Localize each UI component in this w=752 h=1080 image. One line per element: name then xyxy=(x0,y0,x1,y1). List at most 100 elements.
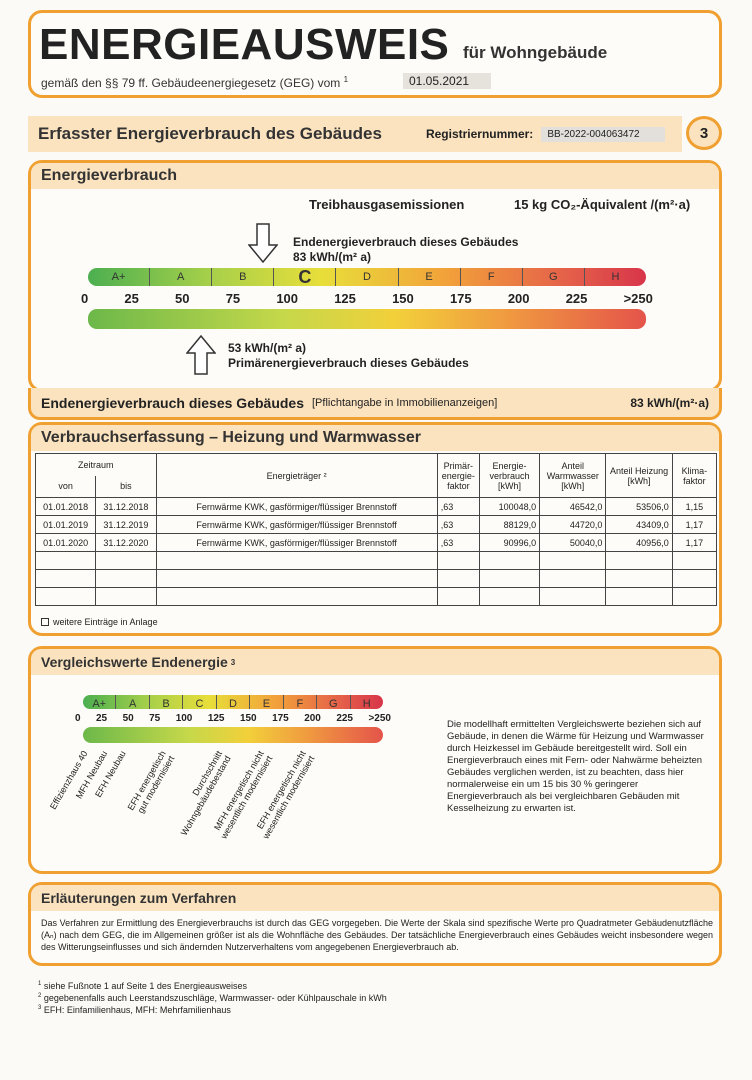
explanation-text: Das Verfahren zur Ermittlung des Energie… xyxy=(41,918,713,952)
table-row-empty xyxy=(34,587,718,606)
cell-from: 01.01.2018 xyxy=(34,497,97,516)
comparison-text: Die modellhaft ermittelten Vergleichswer… xyxy=(447,719,704,814)
cell-pef: ,63 xyxy=(436,515,480,534)
cell-carrier: Fernwärme KWK, gasförmiger/flüssiger Bre… xyxy=(155,515,438,534)
energy-class-a: A xyxy=(150,268,213,286)
energy-class-scale: A+ A B C D E F G H xyxy=(88,268,646,286)
col-consumption: Energie-verbrauch [kWh] xyxy=(478,453,541,498)
scale-tick: 225 xyxy=(565,291,588,306)
comparison-gradient-bar xyxy=(83,727,383,743)
consumption-record-panel: Verbrauchserfassung – Heizung und Warmwa… xyxy=(28,422,722,636)
cell-to: 31.12.2018 xyxy=(95,497,157,516)
table-row: 01.01.2019 31.12.2019 Fernwärme KWK, gasfö… xyxy=(34,515,718,534)
energy-class-b: B xyxy=(212,268,275,286)
consumption-table: Zeitraum Energieträger ² Primär-energie-… xyxy=(34,453,718,606)
page-number-badge: 3 xyxy=(686,116,722,150)
cell-climate: 1,17 xyxy=(671,515,718,534)
energy-class-h: H xyxy=(362,698,371,709)
col-from: von xyxy=(34,475,97,498)
scale-tick: 175 xyxy=(449,291,472,306)
cell-consumption: 100048,0 xyxy=(478,497,541,516)
emissions-row: Treibhausgasemissionen 15 kg CO₂-Äquival… xyxy=(309,197,690,212)
scale-tick: 75 xyxy=(149,713,161,724)
energy-class-c: C xyxy=(183,695,217,709)
scale-tick: 125 xyxy=(334,291,356,306)
section-title-bar: Erfasster Energieverbrauch des Gebäudes … xyxy=(28,116,682,152)
footnote: 3 EFH: Einfamilienhaus, MFH: Mehrfamilie… xyxy=(38,1005,231,1015)
cell-pef: ,63 xyxy=(436,533,480,552)
comparison-scale-ticks: 0 25 50 75 100 125 150 175 200 225 >250 xyxy=(75,713,391,724)
cell-heating: 43409,0 xyxy=(605,515,673,534)
registration-label: Registriernummer: xyxy=(425,127,534,141)
emissions-label: Treibhausgasemissionen xyxy=(309,197,465,212)
energy-class-f: F xyxy=(284,695,318,709)
scale-tick: 50 xyxy=(175,291,190,306)
consumption-heading: Verbrauchserfassung – Heizung und Warmwa… xyxy=(31,425,719,451)
cell-warmwater: 50040,0 xyxy=(539,533,607,552)
comparison-label: EFH energetisch gut modernisiert xyxy=(125,749,177,815)
scale-tick: 100 xyxy=(276,291,299,306)
cell-to: 31.12.2019 xyxy=(95,515,157,534)
cell-pef: ,63 xyxy=(436,497,480,516)
cell-warmwater: 44720,0 xyxy=(539,515,607,534)
col-heating: Anteil Heizung [kWh] xyxy=(605,453,673,498)
section-title: Erfasster Energieverbrauch des Gebäudes xyxy=(38,124,382,143)
cell-from: 01.01.2019 xyxy=(34,515,97,534)
more-entries-note: weitere Einträge in Anlage xyxy=(41,617,158,627)
scale-tick: 200 xyxy=(507,291,530,306)
scale-tick: >250 xyxy=(623,291,653,306)
col-to: bis xyxy=(95,475,157,498)
energy-heading: Energieverbrauch xyxy=(31,163,719,189)
explanation-heading: Erläuterungen zum Verfahren xyxy=(31,885,719,911)
comparison-values-panel: Vergleichswerte Endenergie 3 A+ A B C D E F G H 0… xyxy=(28,646,722,874)
energy-class-b: B xyxy=(150,695,184,709)
col-climate: Klima-faktor xyxy=(671,453,718,498)
energy-class-g: G xyxy=(317,695,351,709)
col-warmwater: Anteil Warmwasser [kWh] xyxy=(539,453,607,498)
scale-tick: 225 xyxy=(336,713,353,724)
end-energy-row: Endenergieverbrauch dieses Gebäudes [Pfl… xyxy=(28,388,722,420)
scale-tick: 25 xyxy=(96,713,108,724)
footnote: 2 gegebenenfalls auch Leerstandszuschläg… xyxy=(38,993,387,1003)
end-energy-row-note: [Pflichtangabe in Immobilienanzeigen] xyxy=(312,396,498,409)
scale-tick: 0 xyxy=(81,291,89,306)
scale-tick: 50 xyxy=(122,713,134,724)
end-energy-row-value: 83 kWh/(m²·a) xyxy=(630,395,709,410)
col-pef: Primär-energie-faktor xyxy=(436,453,480,498)
emissions-value: 15 kg CO₂-Äquivalent /(m²·a) xyxy=(513,197,691,212)
comparison-heading: Vergleichswerte Endenergie 3 xyxy=(31,649,719,675)
cell-carrier: Fernwärme KWK, gasförmiger/flüssiger Bre… xyxy=(155,533,438,552)
primary-energy-annotation: 53 kWh/(m² a) Primärenergieverbrauch die… xyxy=(228,341,469,370)
col-carrier: Energieträger ² xyxy=(155,453,438,498)
energy-class-a: A xyxy=(116,695,150,709)
scale-tick: 25 xyxy=(124,291,139,306)
energy-gradient-bar xyxy=(88,309,646,329)
scale-tick: 150 xyxy=(392,291,414,306)
explanation-panel: Erläuterungen zum Verfahren Das Verfahre… xyxy=(28,882,722,966)
cell-climate: 1,17 xyxy=(671,533,718,552)
valid-date: 01.05.2021 xyxy=(403,73,491,89)
cell-heating: 53506,0 xyxy=(605,497,673,516)
comparison-class-scale: A+ A B C D E F G H xyxy=(83,695,383,709)
energy-class-h: H xyxy=(611,271,620,283)
end-energy-row-label: Endenergieverbrauch dieses Gebäudes xyxy=(41,394,304,411)
energy-class-e: E xyxy=(250,695,284,709)
end-energy-arrow-icon xyxy=(248,223,278,263)
scale-tick: 0 xyxy=(75,713,81,724)
energy-class-c: C xyxy=(274,268,337,286)
table-subheader-row: von bis xyxy=(34,475,717,498)
table-header-row: Zeitraum Energieträger ² Primär-energie-… xyxy=(35,453,718,498)
energy-scale-ticks: 0 25 50 75 100 125 150 175 200 225 >250 xyxy=(81,291,653,306)
scale-tick: 175 xyxy=(272,713,289,724)
table-row-empty xyxy=(34,569,718,588)
table-row: 01.01.2018 31.12.2018 Fernwärme KWK, gasfö… xyxy=(34,497,718,516)
col-period: Zeitraum xyxy=(35,453,157,476)
checkbox-icon xyxy=(41,618,49,626)
energy-class-d: D xyxy=(336,268,399,286)
energy-class-f: F xyxy=(461,268,523,286)
end-energy-annotation: Endenergieverbrauch dieses Gebäudes 83 k… xyxy=(293,235,519,264)
energy-class-d: D xyxy=(217,695,251,709)
document-title: ENERGIEAUSWEIS xyxy=(39,20,450,69)
scale-tick: 125 xyxy=(207,713,225,724)
energy-class-aplus: A+ xyxy=(88,268,151,286)
